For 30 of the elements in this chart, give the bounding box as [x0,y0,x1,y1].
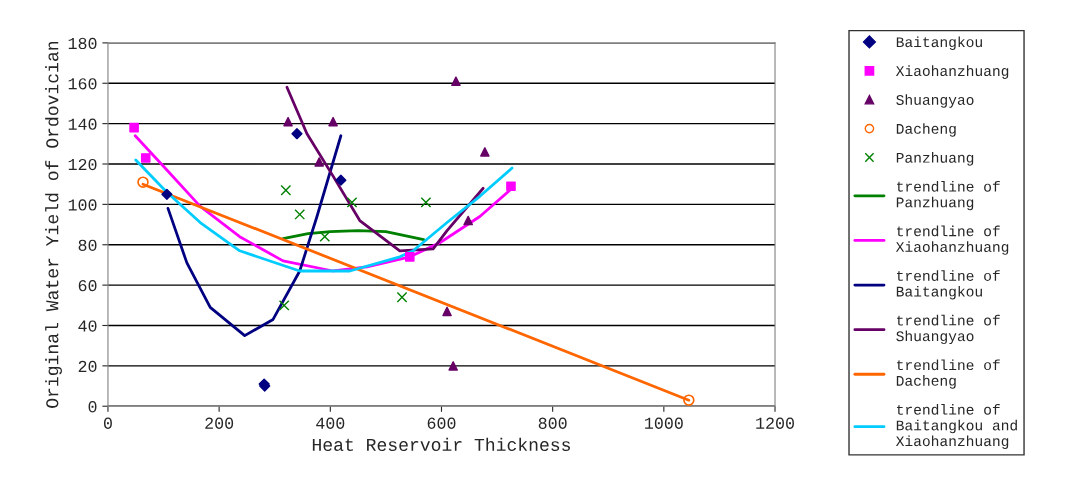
x-tick-label: 200 [205,417,234,429]
y-tick-label: 40 [78,320,97,332]
y-tick-label: 20 [78,360,97,373]
legend-label: trendline of Shuangyao [896,314,1000,345]
legend-label: trendline of Xiaohanzhuang [895,225,1009,255]
y-tick-label: 80 [78,239,97,251]
y-axis-title: Original Water Yield of Ordovician [45,41,62,408]
y-tick-label: 180 [68,37,97,50]
x-tick-label: 600 [427,417,456,429]
legend-label: Baitangkou [896,36,982,51]
y-tick-label: 0 [88,401,97,413]
y-tick-label: 120 [68,158,97,171]
legend-label: Panzhuang [896,152,974,166]
legend-label: trendline of Panzhuang [896,180,1000,211]
y-tick-label: 140 [68,118,97,130]
x-axis-title: Heat Reservoir Thickness [312,437,571,451]
x-tick-label: 1000 [645,417,683,429]
legend-label: trendline of Baitangkou and Xiaohanzhuang [895,404,1017,450]
legend-label: trendline of Dacheng [896,359,1000,389]
x-tick-label: 400 [316,417,345,429]
x-tick-label: 1200 [756,417,794,429]
legend-label: Dacheng [896,123,956,137]
legend-label: Xiaohanzhuang [895,65,1009,79]
legend-label: Shuangyao [896,94,974,108]
y-tick-label: 160 [68,78,97,90]
x-tick-label: 0 [103,417,112,429]
y-tick-label: 60 [78,280,97,292]
y-tick-label: 100 [68,199,97,211]
x-tick-label: 800 [538,417,567,429]
legend-label: trendline of Baitangkou [896,270,1000,300]
